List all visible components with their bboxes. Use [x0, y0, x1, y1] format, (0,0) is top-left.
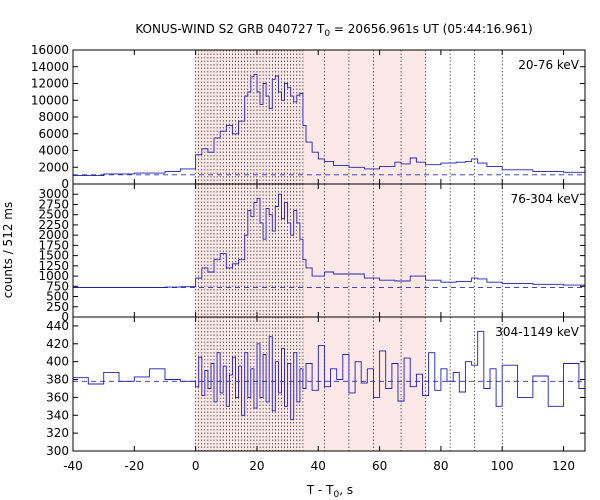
y-tick-label-2-6: 1250 — [38, 259, 69, 273]
y-tick-label-3-6: 400 — [46, 355, 69, 369]
y-tick-label-1-6: 10000 — [31, 93, 69, 107]
x-tick-label-4: 20 — [249, 459, 264, 473]
panel-frame-3 — [72, 316, 586, 452]
shaded-interval-1 — [195, 50, 426, 184]
x-tick-label-9: 120 — [552, 459, 575, 473]
y-tick-label-2-13: 3000 — [38, 187, 69, 201]
y-tick-label-2-9: 2000 — [38, 228, 69, 242]
y-tick-label-2-3: 500 — [46, 290, 69, 304]
y-tick-label-2-2: 250 — [46, 300, 69, 314]
y-tick-label-1-1: 0 — [61, 177, 69, 191]
y-tick-label-1-3: 4000 — [38, 144, 69, 158]
y-tick-label-1-5: 8000 — [38, 110, 69, 124]
lightcurve-series-3 — [73, 330, 586, 421]
x-tick-label-5: 40 — [311, 459, 326, 473]
y-tick-label-3-3: 340 — [46, 408, 69, 422]
y-tick-label-2-10: 2250 — [38, 218, 69, 232]
lightcurve-series-2 — [73, 193, 586, 288]
x-axis-label: T - T0, s — [306, 483, 353, 500]
y-tick-label-2-8: 1750 — [38, 238, 69, 252]
y-tick-label-2-12: 2750 — [38, 197, 69, 211]
y-tick-label-3-5: 380 — [46, 373, 69, 387]
y-axis-label: counts / 512 ms — [1, 202, 15, 298]
y-tick-label-1-7: 12000 — [31, 77, 69, 91]
y-tick-label-3-2: 320 — [46, 426, 69, 440]
x-tick-label-3: 0 — [192, 459, 200, 473]
x-tick-label-7: 80 — [433, 459, 448, 473]
lightcurve-series-1 — [73, 73, 585, 177]
y-tick-label-1-4: 6000 — [38, 127, 69, 141]
y-tick-label-1-8: 14000 — [31, 60, 69, 74]
y-tick-label-2-4: 750 — [46, 279, 69, 293]
y-tick-label-3-8: 440 — [46, 319, 69, 333]
x-tick-label-2: -20 — [125, 459, 145, 473]
y-tick-label-2-11: 2500 — [38, 208, 69, 222]
x-tick-label-1: -40 — [63, 459, 83, 473]
shaded-interval-2 — [195, 184, 426, 317]
y-tick-label-3-1: 300 — [46, 444, 69, 458]
y-tick-label-2-1: 0 — [61, 310, 69, 324]
chart-title: KONUS-WIND S2 GRB 040727 T0 = 20656.961s… — [135, 22, 532, 39]
y-tick-label-3-4: 360 — [46, 390, 69, 404]
y-tick-label-1-9: 16000 — [31, 43, 69, 57]
y-tick-label-3-7: 420 — [46, 337, 69, 351]
y-tick-label-2-5: 1000 — [38, 269, 69, 283]
energy-band-label-3: 304-1149 keV — [495, 325, 579, 339]
x-tick-label-8: 100 — [491, 459, 514, 473]
y-tick-label-1-2: 2000 — [38, 160, 69, 174]
energy-band-label-1: 20-76 keV — [518, 58, 580, 72]
shaded-interval-3 — [195, 317, 426, 451]
x-tick-label-6: 60 — [372, 459, 387, 473]
energy-band-label-2: 76-304 keV — [511, 192, 580, 206]
y-tick-label-2-7: 1500 — [38, 249, 69, 263]
